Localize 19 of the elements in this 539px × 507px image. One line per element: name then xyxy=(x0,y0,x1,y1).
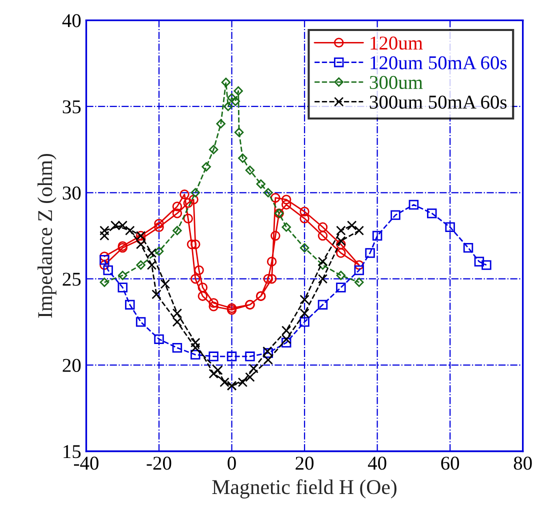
y-tick-label: 25 xyxy=(62,272,81,286)
x-tick-label: 80 xyxy=(514,456,532,470)
x-tick-label: 60 xyxy=(441,456,460,470)
legend-label: 120um 50mA 60s xyxy=(370,56,507,70)
x-tick-label: 20 xyxy=(296,456,314,470)
y-tick-label: 35 xyxy=(62,100,81,114)
x-tick-label: 40 xyxy=(368,456,386,470)
legend-label: 300um 50mA 60s xyxy=(370,96,507,109)
x-tick-label: -20 xyxy=(146,456,172,470)
legend-label: 300um xyxy=(370,76,423,90)
y-tick-label: 30 xyxy=(62,186,81,200)
y-tick-label: 15 xyxy=(64,445,81,458)
x-tick-label: 0 xyxy=(228,456,236,470)
x-axis-title: Magnetic field H (Oe) xyxy=(212,479,396,498)
y-axis-title: Impedance Z (ohm) xyxy=(37,154,56,318)
legend-label: 120um xyxy=(370,36,423,50)
x-tick-label: -40 xyxy=(74,456,98,470)
y-tick-label: 40 xyxy=(62,14,81,28)
y-tick-label: 20 xyxy=(62,358,81,372)
